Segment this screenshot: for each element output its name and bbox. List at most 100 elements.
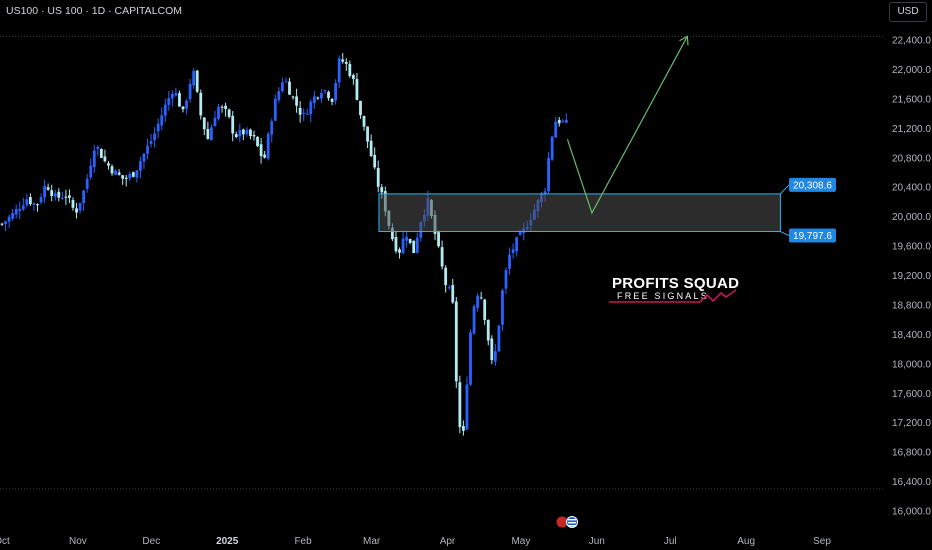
time-tick-label: Nov [69, 536, 87, 547]
candle-body [92, 150, 96, 168]
candle-body [117, 172, 121, 175]
candle-body [376, 167, 380, 187]
arrow-head-icon [679, 35, 689, 46]
candle-body [96, 146, 100, 149]
candle-body [323, 90, 327, 92]
candle-body [550, 136, 554, 160]
dotted-guides [0, 35, 885, 490]
candle-body [504, 270, 508, 289]
candle-body [309, 101, 313, 115]
candle-body [68, 195, 71, 198]
candle-body [362, 115, 366, 127]
currency-button[interactable]: USD [889, 2, 927, 22]
time-tick-label: Oct [0, 536, 10, 547]
candle-body [39, 197, 43, 203]
time-tick-label: Jun [589, 536, 605, 547]
candle-body [288, 81, 291, 95]
price-axis[interactable]: 22,400.0 22,000.0 21,600.0 21,200.0 20,800.0… [892, 36, 931, 518]
level-label-text: 20,308.6 [793, 180, 832, 191]
candle-body [284, 81, 288, 83]
candle-body [256, 136, 259, 147]
candle-body [149, 141, 153, 144]
candle-body [245, 129, 249, 134]
price-tick-label: 19,200.0 [892, 271, 931, 282]
candle-body [14, 209, 18, 215]
candles [0, 53, 568, 436]
candle-body [213, 117, 217, 127]
candle-body [227, 109, 231, 117]
brand-swoosh-icon [609, 289, 737, 303]
brand-title: PROFITS SQUAD [612, 275, 739, 292]
price-tick-label: 16,400.0 [892, 477, 931, 488]
candle-body [249, 129, 252, 137]
us-flag-icon[interactable] [556, 516, 578, 528]
candle-body [160, 115, 164, 126]
candle-body [437, 232, 440, 247]
candle-body [366, 126, 369, 142]
candle-body [330, 98, 334, 102]
candle-body [341, 59, 345, 62]
candle-body [497, 325, 501, 352]
price-tick-label: 20,400.0 [892, 183, 931, 194]
candle-body [465, 384, 469, 430]
time-tick-label: Mar [363, 536, 381, 547]
candle-body [444, 267, 448, 286]
candle-body [391, 227, 394, 240]
candle-body [217, 106, 220, 119]
projection-arrow [566, 35, 689, 215]
time-axis[interactable]: Oct Nov Dec 2025 Feb Mar Apr May Jun Jul Aug Sep [0, 536, 831, 547]
candle-body [107, 163, 110, 166]
zone-rectangle[interactable] [378, 193, 781, 233]
time-tick-label: Jul [664, 536, 677, 547]
candle-body [114, 170, 117, 176]
candle-body [458, 382, 462, 428]
candle-body [320, 93, 323, 99]
candle-body [334, 82, 338, 101]
price-tick-label: 18,800.0 [892, 300, 931, 311]
candle-body [302, 113, 306, 115]
projection-path [566, 36, 688, 215]
candle-body [11, 212, 15, 219]
candle-body [167, 98, 171, 105]
candle-body [479, 297, 483, 299]
candle-body [501, 290, 504, 325]
candle-body [192, 70, 196, 86]
candle-body [82, 190, 86, 204]
price-tick-label: 18,400.0 [892, 330, 931, 341]
candle-body [401, 238, 405, 254]
level-label-box[interactable] [789, 228, 836, 243]
candle-body [75, 208, 78, 213]
candle-body [298, 107, 302, 115]
candle-body [486, 319, 490, 341]
candle-body [234, 134, 238, 138]
candle-body [277, 91, 281, 101]
candle-body [50, 190, 54, 196]
candle-body [394, 237, 398, 252]
candle-body [351, 75, 355, 79]
candle-body [515, 237, 519, 252]
candle-body [32, 203, 36, 205]
candle-body [412, 240, 416, 254]
time-tick-label: Aug [737, 536, 755, 547]
candle-body [337, 58, 341, 83]
candle-body [188, 83, 192, 100]
candle-body [46, 187, 50, 190]
candle-body [0, 223, 4, 225]
candle-body [344, 61, 348, 64]
candle-body [373, 154, 377, 168]
candle-body [462, 426, 465, 431]
price-tick-label: 16,800.0 [892, 448, 931, 459]
brand-logo: PROFITS SQUAD FREE SIGNALS [609, 275, 739, 303]
candle-body [252, 135, 256, 137]
candle-body [327, 91, 330, 99]
price-tick-label: 16,000.0 [892, 507, 931, 518]
candle-body [511, 249, 515, 254]
level-label-box[interactable] [789, 177, 836, 192]
price-tick-label: 20,800.0 [892, 153, 931, 164]
candle-body [146, 145, 149, 154]
candle-body [206, 129, 210, 139]
time-tick-label: Apr [440, 536, 456, 547]
candle-body [174, 93, 178, 96]
price-tick-label: 21,200.0 [892, 124, 931, 135]
